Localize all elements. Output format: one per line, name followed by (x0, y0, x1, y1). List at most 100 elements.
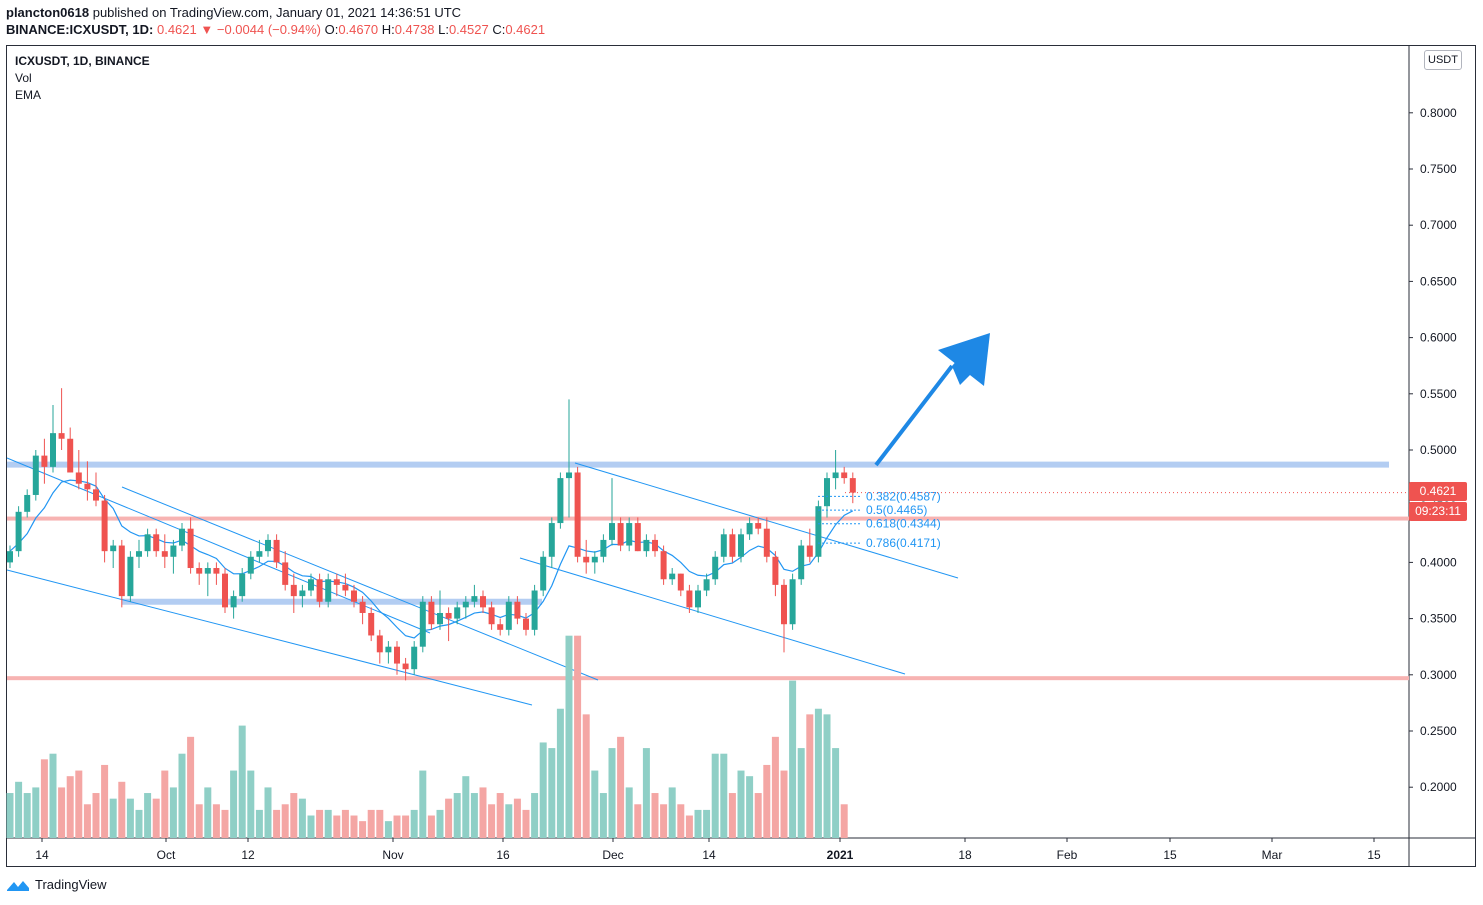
candle-body (686, 590, 693, 608)
candle-body (600, 539, 607, 557)
candle-body (351, 590, 357, 602)
volume-bar (522, 809, 530, 838)
candle-body (93, 489, 99, 501)
y-tick-label: 0.4000 (1420, 555, 1457, 569)
volume-bar (333, 815, 341, 838)
x-tick-label: 18 (958, 848, 972, 862)
volume-bar (83, 804, 91, 838)
volume-bar (350, 815, 358, 838)
channel-line-2 (6, 457, 431, 634)
publish-info: plancton0618 published on TradingView.co… (6, 5, 461, 20)
candle-body (720, 534, 727, 557)
volume-bar (281, 804, 289, 838)
candle-body (67, 438, 74, 473)
volume-bar (797, 748, 805, 838)
volume-bar (49, 753, 57, 838)
volume-bar (101, 764, 109, 838)
candle-body (815, 506, 822, 557)
volume-bar (582, 714, 590, 838)
header-change: −0.0044 (−0.94%) (216, 22, 321, 37)
footer-brand[interactable]: TradingView (6, 877, 107, 892)
fib-label: 0.5(0.4465) (866, 503, 927, 517)
candle-body (333, 579, 340, 585)
candle-body (462, 601, 469, 608)
close-label: C: (492, 22, 506, 37)
candle-body (101, 500, 108, 552)
channel-line-0 (6, 569, 533, 706)
candle-body (763, 528, 770, 557)
volume-bar (754, 793, 762, 838)
volume-bar (625, 787, 633, 838)
red-level-lower (7, 676, 1409, 681)
volume-bar (367, 809, 375, 838)
volume-bar (453, 793, 461, 838)
x-tick-label: Oct (157, 848, 176, 862)
low-label: L: (438, 22, 449, 37)
candle-body (265, 539, 271, 552)
volume-bar (126, 798, 134, 838)
volume-bar (574, 635, 582, 838)
y-tick-label: 0.5500 (1420, 387, 1457, 401)
legend-vol[interactable]: Vol (15, 71, 32, 85)
x-tick-label: 12 (241, 848, 255, 862)
volume-bar (488, 804, 496, 838)
candle-body (789, 579, 796, 625)
candle-body (548, 523, 555, 557)
volume-bar (92, 793, 100, 838)
candle-body (772, 556, 779, 585)
volume-bar (6, 793, 14, 838)
candle-body (179, 528, 185, 546)
low-value: 0.4527 (448, 22, 489, 37)
publish-text: published on TradingView.com, January 01… (92, 5, 462, 20)
candle-body (480, 596, 486, 608)
candle-body (497, 624, 504, 630)
volume-bar (556, 708, 564, 838)
legend-ema[interactable]: EMA (15, 88, 42, 102)
volume-bar (298, 798, 306, 838)
x-tick-label: 16 (496, 848, 510, 862)
tradingview-logo-icon (7, 880, 29, 891)
legend-symbol[interactable]: ICXUSDT, 1D, BINANCE (15, 54, 150, 68)
candle-body (634, 523, 641, 552)
volume-bar (427, 815, 435, 838)
candle-body (841, 472, 848, 479)
volume-bar (32, 787, 40, 838)
volume-bar (840, 804, 848, 838)
candle-body (781, 584, 787, 625)
candle-body (566, 472, 572, 479)
x-tick-label: 14 (702, 848, 716, 862)
candle-body (299, 590, 306, 597)
candle-body (144, 534, 151, 552)
candle-body (643, 539, 650, 552)
candle-body (540, 556, 547, 591)
candle-body (428, 601, 435, 625)
candle-body (230, 596, 237, 608)
candle-body (703, 579, 710, 591)
candle-body (712, 556, 719, 580)
candle-body (368, 612, 375, 636)
open-label: O: (324, 22, 339, 37)
candle-body (609, 523, 615, 540)
channel-line-1 (121, 486, 599, 681)
candle-body (583, 556, 590, 563)
volume-bar (539, 742, 547, 838)
x-tick-label: 15 (1163, 848, 1177, 862)
volume-bar (247, 770, 255, 838)
volume-bar (324, 809, 332, 838)
bar-countdown-label: 09:23:11 (1409, 502, 1467, 521)
candle-body (58, 433, 65, 439)
volume-bar (75, 770, 83, 838)
chart-frame[interactable] (6, 45, 1476, 867)
fib-label: 0.382(0.4587) (866, 489, 941, 503)
currency-button[interactable]: USDT (1424, 50, 1462, 70)
candle-body (15, 511, 22, 552)
volume-bar (273, 809, 281, 838)
candle-body (557, 478, 564, 524)
y-tick-label: 0.7500 (1420, 162, 1457, 176)
candle-body (290, 584, 297, 597)
volume-bar (513, 798, 521, 838)
volume-bar (204, 787, 212, 838)
volume-bar (195, 804, 203, 838)
author-name[interactable]: plancton0618 (6, 5, 90, 20)
